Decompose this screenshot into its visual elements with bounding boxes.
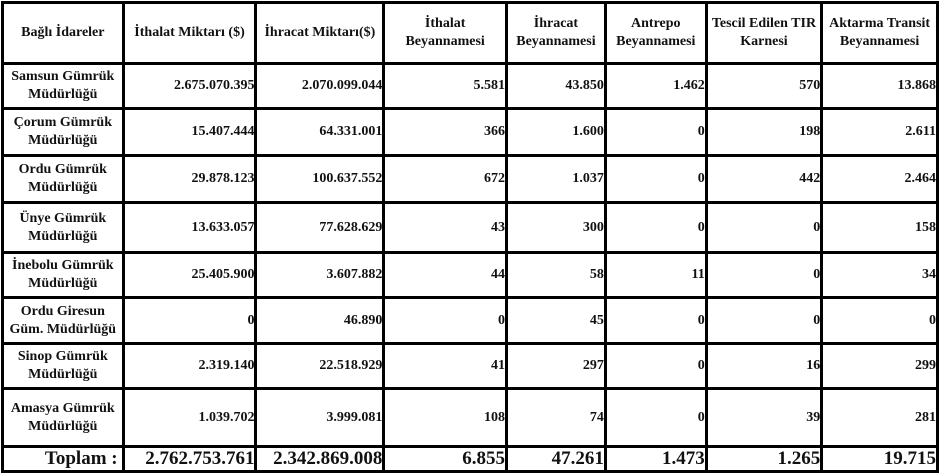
column-header: Aktarma Transit Beyannamesi xyxy=(820,1,939,65)
table-row: İnebolu Gümrük Müdürlüğü 25.405.900 3.607.… xyxy=(1,251,939,299)
value-cell: 297 xyxy=(504,342,607,390)
value-cell: 13.633.057 xyxy=(121,201,258,254)
table-row: Ordu Giresun Güm. Müdürlüğü 0 46.890 0 45 0 0 0 xyxy=(1,296,939,345)
total-value-cell: 1.473 xyxy=(603,445,708,473)
value-cell: 2.319.140 xyxy=(121,342,258,390)
value-cell: 0 xyxy=(820,296,939,345)
value-cell: 46.890 xyxy=(254,296,386,345)
value-cell: 2.070.099.044 xyxy=(254,62,386,110)
value-cell: 0 xyxy=(382,296,508,345)
value-cell: 1.039.702 xyxy=(121,387,258,448)
value-cell: 2.464 xyxy=(820,154,939,204)
value-cell: 0 xyxy=(121,296,258,345)
total-value-cell: 19.715 xyxy=(820,445,939,473)
value-cell: 44 xyxy=(382,251,508,299)
value-cell: 0 xyxy=(603,201,708,254)
column-header: Antrepo Beyannamesi xyxy=(603,1,708,65)
total-value-cell: 6.855 xyxy=(382,445,508,473)
column-header: İhracat Beyannamesi xyxy=(504,1,607,65)
value-cell: 0 xyxy=(603,342,708,390)
column-header: İhracat Miktarı($) xyxy=(254,1,386,65)
office-name-cell: Çorum Gümrük Müdürlüğü xyxy=(1,107,125,157)
value-cell: 11 xyxy=(603,251,708,299)
value-cell: 0 xyxy=(704,201,824,254)
office-name-cell: Ordu Gümrük Müdürlüğü xyxy=(1,154,125,204)
value-cell: 25.405.900 xyxy=(121,251,258,299)
table-row: Sinop Gümrük Müdürlüğü 2.319.140 22.518.92… xyxy=(1,342,939,390)
table-row: Amasya Gümrük Müdürlüğü 1.039.702 3.999.08… xyxy=(1,387,939,448)
value-cell: 1.037 xyxy=(504,154,607,204)
total-value-cell: 1.265 xyxy=(704,445,824,473)
value-cell: 64.331.001 xyxy=(254,107,386,157)
office-name-cell: Samsun Gümrük Müdürlüğü xyxy=(1,62,125,110)
value-cell: 41 xyxy=(382,342,508,390)
value-cell: 22.518.929 xyxy=(254,342,386,390)
value-cell: 0 xyxy=(603,296,708,345)
value-cell: 1.462 xyxy=(603,62,708,110)
table-row: Ünye Gümrük Müdürlüğü 13.633.057 77.628.62… xyxy=(1,201,939,254)
value-cell: 43.850 xyxy=(504,62,607,110)
column-header: İthalat Beyannamesi xyxy=(382,1,508,65)
office-name-cell: Sinop Gümrük Müdürlüğü xyxy=(1,342,125,390)
total-row: Toplam :2.762.753.761 2.342.869.008 6.855 4… xyxy=(1,445,939,473)
column-header: İthalat Miktarı ($) xyxy=(121,1,258,65)
office-name-cell: Ünye Gümrük Müdürlüğü xyxy=(1,201,125,254)
table-row: Samsun Gümrük Müdürlüğü 2.675.070.395 2.07… xyxy=(1,62,939,110)
value-cell: 58 xyxy=(504,251,607,299)
value-cell: 43 xyxy=(382,201,508,254)
value-cell: 5.581 xyxy=(382,62,508,110)
value-cell: 108 xyxy=(382,387,508,448)
value-cell: 39 xyxy=(704,387,824,448)
column-header: Bağlı İdareler xyxy=(1,1,125,65)
value-cell: 198 xyxy=(704,107,824,157)
value-cell: 77.628.629 xyxy=(254,201,386,254)
value-cell: 3.999.081 xyxy=(254,387,386,448)
value-cell: 442 xyxy=(704,154,824,204)
total-label: Toplam : xyxy=(1,445,125,473)
value-cell: 16 xyxy=(704,342,824,390)
value-cell: 2.675.070.395 xyxy=(121,62,258,110)
total-value-cell: 47.261 xyxy=(504,445,607,473)
value-cell: 3.607.882 xyxy=(254,251,386,299)
value-cell: 299 xyxy=(820,342,939,390)
table-row: Ordu Gümrük Müdürlüğü 29.878.123 100.637.5… xyxy=(1,154,939,204)
value-cell: 34 xyxy=(820,251,939,299)
office-name-cell: Amasya Gümrük Müdürlüğü xyxy=(1,387,125,448)
value-cell: 300 xyxy=(504,201,607,254)
value-cell: 1.600 xyxy=(504,107,607,157)
value-cell: 13.868 xyxy=(820,62,939,110)
value-cell: 570 xyxy=(704,62,824,110)
value-cell: 29.878.123 xyxy=(121,154,258,204)
value-cell: 158 xyxy=(820,201,939,254)
column-header: Tescil Edilen TIR Karnesi xyxy=(704,1,824,65)
value-cell: 0 xyxy=(704,251,824,299)
value-cell: 2.611 xyxy=(820,107,939,157)
header-row: Bağlı İdareler İthalat Miktarı ($) İhracat… xyxy=(1,1,939,65)
value-cell: 0 xyxy=(603,107,708,157)
value-cell: 0 xyxy=(603,387,708,448)
total-value-cell: 2.342.869.008 xyxy=(254,445,386,473)
total-value-cell: 2.762.753.761 xyxy=(121,445,258,473)
value-cell: 0 xyxy=(704,296,824,345)
value-cell: 74 xyxy=(504,387,607,448)
value-cell: 281 xyxy=(820,387,939,448)
office-name-cell: Ordu Giresun Güm. Müdürlüğü xyxy=(1,296,125,345)
value-cell: 100.637.552 xyxy=(254,154,386,204)
value-cell: 0 xyxy=(603,154,708,204)
value-cell: 45 xyxy=(504,296,607,345)
value-cell: 672 xyxy=(382,154,508,204)
table-row: Çorum Gümrük Müdürlüğü 15.407.444 64.331.0… xyxy=(1,107,939,157)
value-cell: 366 xyxy=(382,107,508,157)
office-name-cell: İnebolu Gümrük Müdürlüğü xyxy=(1,251,125,299)
value-cell: 15.407.444 xyxy=(121,107,258,157)
